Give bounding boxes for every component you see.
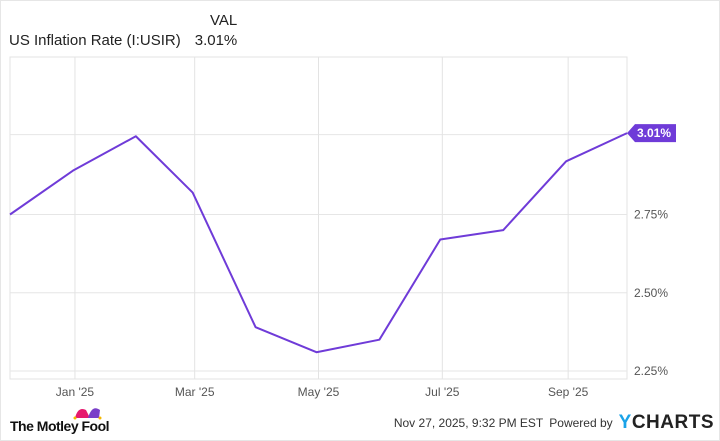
ycharts-logo: YCHARTS (619, 412, 714, 434)
legend-series-value: 3.01% (194, 32, 238, 49)
x-tick-label: Sep '25 (548, 385, 589, 399)
x-tick-label: Mar '25 (175, 385, 215, 399)
powered-by: Powered by (549, 416, 613, 430)
y-tick-label: 2.25% (634, 364, 668, 378)
legend: VAL US Inflation Rate (I:USIR) 3.01% (9, 12, 237, 50)
x-tick-label: May '25 (298, 385, 340, 399)
ycharts-text: CHARTS (631, 412, 714, 433)
timestamp: Nov 27, 2025, 9:32 PM EST (393, 416, 544, 430)
motley-fool-logo: The Motley Fool (10, 418, 110, 434)
y-tick-label: 2.50% (634, 286, 668, 300)
last-value-label: 3.01% (637, 126, 671, 140)
last-value-badge (627, 124, 676, 143)
x-tick-label: Jul '25 (425, 385, 460, 399)
y-tick-label: 2.75% (634, 208, 668, 222)
legend-series-name: US Inflation Rate (I:USIR) (9, 32, 181, 49)
footer-right: Nov 27, 2025, 9:32 PM EST Powered by YCH… (394, 410, 714, 436)
legend-header: VAL (210, 12, 238, 29)
ycharts-y: Y (618, 412, 632, 433)
x-tick-label: Jan '25 (56, 385, 95, 399)
